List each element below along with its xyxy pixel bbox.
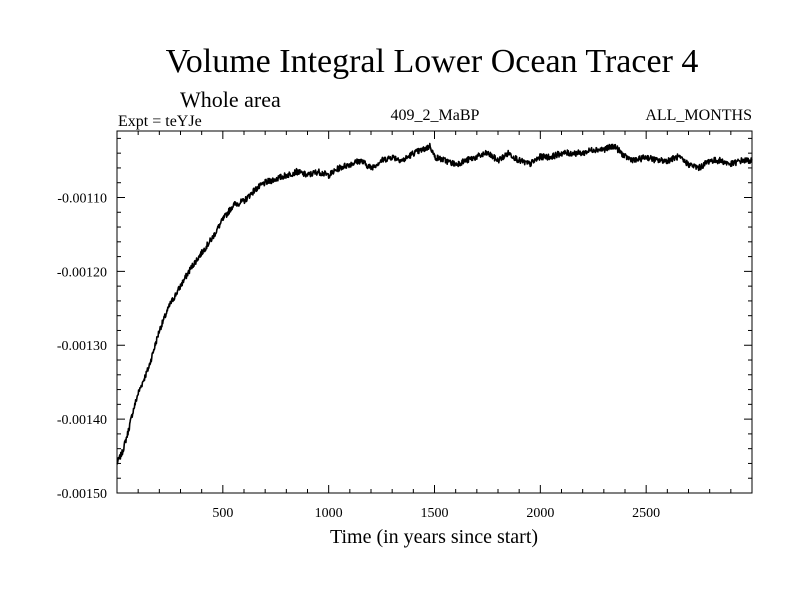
- x-tick-label: 2000: [526, 506, 554, 521]
- y-tick-label: -0.00140: [57, 413, 107, 428]
- y-tick-label: -0.00130: [57, 339, 107, 354]
- y-tick-label: -0.00120: [57, 265, 107, 280]
- series-layer: [116, 142, 753, 465]
- experiment-label: Expt = teYJe: [118, 113, 202, 130]
- period-label: ALL_MONTHS: [645, 107, 752, 124]
- x-tick-label: 1000: [315, 506, 343, 521]
- x-tick-label: 500: [212, 506, 233, 521]
- y-tick-label: -0.00150: [57, 487, 107, 502]
- chart-subtitle: Whole area: [180, 87, 281, 112]
- x-axis-label: Time (in years since start): [330, 526, 538, 548]
- series-line: [116, 142, 753, 465]
- run-label: 409_2_MaBP: [391, 107, 480, 124]
- x-tick-label: 1500: [421, 506, 449, 521]
- x-tick-label: 2500: [632, 506, 660, 521]
- y-tick-label: -0.00110: [57, 191, 107, 206]
- chart-title: Volume Integral Lower Ocean Tracer 4: [166, 43, 699, 80]
- ticks-layer: 500 1000 1500 2000 2500 -0.00150 -0.00140 -0.00…: [57, 131, 752, 521]
- plot-frame: [116, 130, 753, 494]
